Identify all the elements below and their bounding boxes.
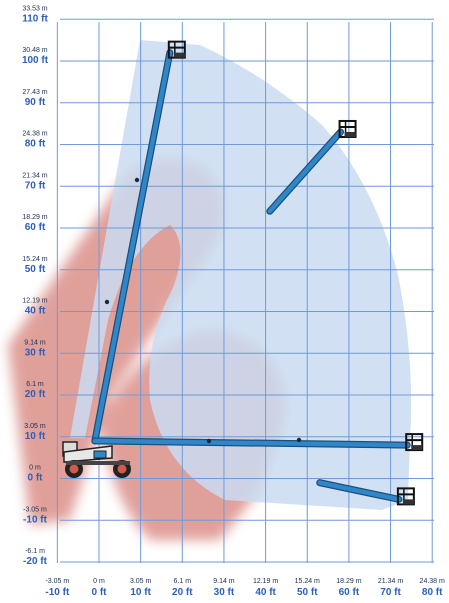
counterweight xyxy=(93,450,107,459)
boom-below-grade xyxy=(317,480,402,502)
y-tick-label-ft: 80 ft xyxy=(25,139,46,150)
wheel-hub xyxy=(69,464,79,474)
y-tick-label-m: 24.38 m xyxy=(22,131,47,138)
x-tick-label-m: 24.38 m xyxy=(420,578,445,585)
y-tick-label-ft: 0 ft xyxy=(28,473,44,484)
x-tick-label-ft: 70 ft xyxy=(380,587,401,598)
boom-joint xyxy=(206,438,212,444)
boom-horizontal-reach xyxy=(92,438,410,448)
y-tick-label-m: 6.1 m xyxy=(26,381,44,388)
y-tick-label-ft: 90 ft xyxy=(25,97,46,108)
y-tick-label-m: -3.05 m xyxy=(23,506,47,513)
x-tick-label-m: 21.34 m xyxy=(378,578,403,585)
x-tick-label-m: 18.29 m xyxy=(336,578,361,585)
platform-basket xyxy=(338,119,357,138)
y-tick-label-ft: 40 ft xyxy=(25,306,46,317)
y-tick-label-m: 12.19 m xyxy=(22,298,47,305)
machine xyxy=(62,441,131,478)
y-tick-label-ft: 30 ft xyxy=(25,347,46,358)
y-tick-label-ft: 60 ft xyxy=(25,222,46,233)
y-tick-label-ft: 110 ft xyxy=(22,13,48,24)
x-tick-label-ft: 20 ft xyxy=(172,587,193,598)
x-tick-label-ft: 40 ft xyxy=(255,587,276,598)
basket-floor xyxy=(402,499,414,505)
y-tick-label-m: 9.14 m xyxy=(24,339,46,346)
platform-basket xyxy=(396,487,415,506)
envelope-region xyxy=(70,40,412,510)
boom-joint xyxy=(296,437,302,443)
x-tick-label-m: 6.1 m xyxy=(174,578,192,585)
x-tick-label-ft: 50 ft xyxy=(297,587,318,598)
x-tick-label-ft: 80 ft xyxy=(422,587,443,598)
x-tick-label-m: 12.19 m xyxy=(253,578,278,585)
booms xyxy=(91,40,424,506)
y-tick-label-m: 0 m xyxy=(29,465,41,472)
y-tick-label-m: 18.29 m xyxy=(22,214,47,221)
y-tick-label-m: 30.48 m xyxy=(22,47,47,54)
x-tick-label-m: 0 m xyxy=(93,578,105,585)
y-tick-label-ft: -20 ft xyxy=(23,556,48,567)
y-tick-label-ft: 10 ft xyxy=(25,431,46,442)
y-tick-label-ft: 50 ft xyxy=(25,264,46,275)
x-tick-label-m: -3.05 m xyxy=(45,578,69,585)
boom-joint xyxy=(134,177,140,183)
boom-max-height xyxy=(92,50,173,444)
y-tick-label-m: 3.05 m xyxy=(24,423,46,430)
y-tick-label-ft: -10 ft xyxy=(23,514,48,525)
x-tick-label-ft: 10 ft xyxy=(130,587,151,598)
basket-floor xyxy=(173,52,185,58)
x-tick-label-ft: 0 ft xyxy=(92,587,108,598)
basket-floor xyxy=(411,445,423,451)
y-tick-label-m: 21.34 m xyxy=(22,172,47,179)
boom-joint xyxy=(104,299,110,305)
axle xyxy=(66,461,130,465)
x-tick-label-ft: 30 ft xyxy=(214,587,235,598)
boom-mid-arc xyxy=(267,129,343,214)
y-tick-label-m: 33.53 m xyxy=(22,5,47,12)
grid xyxy=(56,18,434,563)
platform-basket xyxy=(167,40,186,59)
y-tick-label-m: 27.43 m xyxy=(22,89,47,96)
x-tick-label-m: 9.14 m xyxy=(213,578,235,585)
y-tick-label-m: 15.24 m xyxy=(22,256,47,263)
x-tick-label-ft: 60 ft xyxy=(339,587,360,598)
x-tick-label-m: 15.24 m xyxy=(295,578,320,585)
working-envelope xyxy=(70,40,412,510)
x-tick-label-m: 3.05 m xyxy=(130,578,152,585)
wheel-hub xyxy=(117,464,127,474)
x-tick-label-ft: -10 ft xyxy=(45,587,70,598)
y-tick-label-m: -6.1 m xyxy=(25,548,45,555)
platform-basket xyxy=(405,433,424,452)
basket-floor xyxy=(344,131,356,137)
y-tick-label-ft: 100 ft xyxy=(22,55,49,66)
y-tick-label-ft: 20 ft xyxy=(25,389,46,400)
y-tick-label-ft: 70 ft xyxy=(25,180,46,191)
